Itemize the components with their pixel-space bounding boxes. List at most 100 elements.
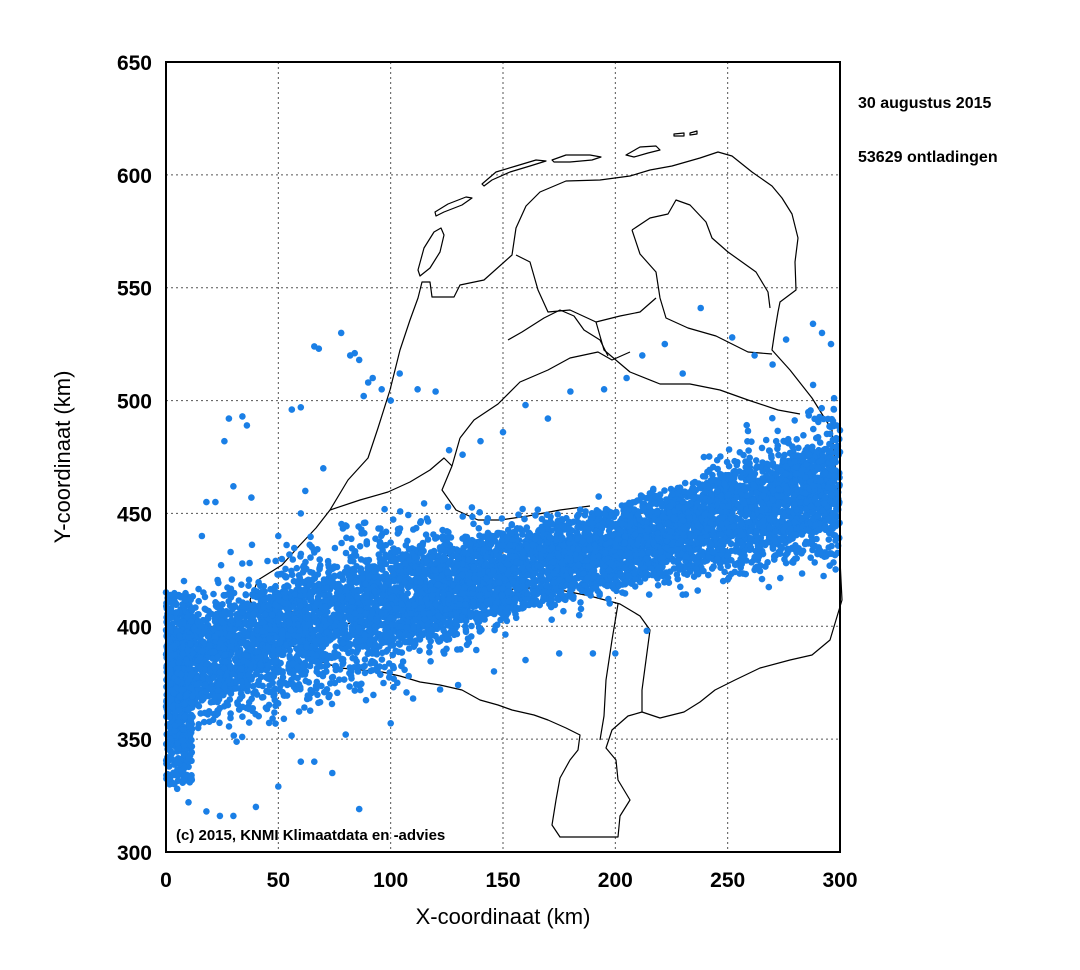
discharge-point xyxy=(721,568,728,576)
discharge-point xyxy=(233,678,240,686)
discharge-point xyxy=(373,665,380,672)
discharge-point xyxy=(351,655,359,663)
discharge-point xyxy=(227,710,234,717)
discharge-point xyxy=(745,447,752,454)
discharge-point xyxy=(350,664,358,671)
discharge-point xyxy=(286,647,294,654)
discharge-point xyxy=(560,607,567,615)
discharge-point xyxy=(375,551,383,558)
discharge-point xyxy=(498,515,506,522)
border-groningen xyxy=(631,199,771,309)
discharge-point xyxy=(248,541,256,549)
discharge-point xyxy=(212,599,219,606)
island-terschelling xyxy=(481,159,547,187)
discharge-point xyxy=(280,715,288,723)
discharge-point xyxy=(272,720,279,727)
discharge-point xyxy=(290,577,298,585)
discharge-point xyxy=(367,667,374,675)
discharge-point xyxy=(424,518,432,525)
discharge-point xyxy=(468,504,476,511)
discharge-point xyxy=(338,539,345,547)
discharge-point xyxy=(245,705,253,713)
discharge-point xyxy=(795,444,802,452)
island-vlieland xyxy=(434,196,473,217)
border-drenthe xyxy=(631,229,773,355)
discharge-point xyxy=(286,551,293,558)
discharge-point xyxy=(360,519,368,527)
lightning-discharge-points xyxy=(162,304,844,820)
discharge-point xyxy=(420,500,428,507)
discharge-point xyxy=(770,553,778,560)
discharge-point xyxy=(445,533,452,541)
discharge-point xyxy=(272,557,279,565)
discharge-point xyxy=(752,457,760,464)
discharge-point xyxy=(325,693,333,701)
discharge-point xyxy=(307,686,315,694)
discharge-point xyxy=(224,584,231,591)
island-ameland xyxy=(551,154,602,163)
discharge-point xyxy=(512,614,520,622)
discharge-point xyxy=(476,509,484,516)
discharge-point xyxy=(194,611,201,618)
discharge-point xyxy=(335,676,343,683)
discharge-point xyxy=(245,582,252,589)
discharge-point xyxy=(710,563,717,570)
discharge-point xyxy=(291,544,298,552)
discharge-point xyxy=(744,427,752,435)
discharge-point xyxy=(441,650,448,657)
discharge-point xyxy=(548,616,555,623)
discharge-point xyxy=(515,511,522,518)
discharge-point xyxy=(321,688,328,696)
discharge-point xyxy=(462,628,470,636)
discharge-point xyxy=(475,525,483,532)
discharge-point xyxy=(286,652,293,660)
discharge-point xyxy=(307,533,314,541)
discharge-point xyxy=(816,439,824,446)
discharge-point xyxy=(434,636,442,644)
discharge-point xyxy=(316,556,324,563)
discharge-point xyxy=(825,550,832,558)
discharge-point xyxy=(328,674,336,681)
discharge-point xyxy=(762,563,769,570)
discharge-point xyxy=(283,582,291,589)
discharge-point xyxy=(700,453,708,461)
discharge-point xyxy=(271,709,278,716)
discharge-point xyxy=(364,650,372,658)
discharge-point xyxy=(508,521,515,529)
discharge-point xyxy=(348,648,356,655)
discharge-point xyxy=(476,532,483,539)
discharge-point xyxy=(426,643,433,650)
discharge-point xyxy=(470,520,477,528)
discharge-point xyxy=(725,446,733,453)
discharge-point xyxy=(326,567,333,575)
discharge-point xyxy=(416,647,423,654)
discharge-point xyxy=(746,454,753,462)
discharge-point xyxy=(828,415,836,423)
discharge-point xyxy=(483,518,491,526)
discharge-point xyxy=(402,542,410,549)
island-rottumeroog xyxy=(673,130,698,137)
discharge-point xyxy=(681,479,689,487)
discharge-point xyxy=(231,602,238,609)
discharge-point xyxy=(502,631,509,638)
discharge-point xyxy=(774,427,781,435)
discharge-point xyxy=(316,564,323,572)
discharge-point xyxy=(310,546,318,554)
discharge-point xyxy=(237,690,245,697)
discharge-point xyxy=(381,663,388,671)
discharge-point xyxy=(299,563,307,571)
discharge-point xyxy=(769,414,776,422)
discharge-point xyxy=(742,458,749,465)
discharge-point xyxy=(798,550,805,557)
discharge-point xyxy=(809,381,817,389)
discharge-point xyxy=(769,543,777,551)
discharge-point xyxy=(782,551,789,559)
discharge-point xyxy=(210,590,217,598)
discharge-point xyxy=(681,570,688,577)
border-flevoland xyxy=(507,309,609,357)
discharge-point xyxy=(699,473,707,480)
discharge-point xyxy=(314,691,321,699)
discharge-point xyxy=(417,519,424,526)
discharge-point xyxy=(358,530,365,537)
